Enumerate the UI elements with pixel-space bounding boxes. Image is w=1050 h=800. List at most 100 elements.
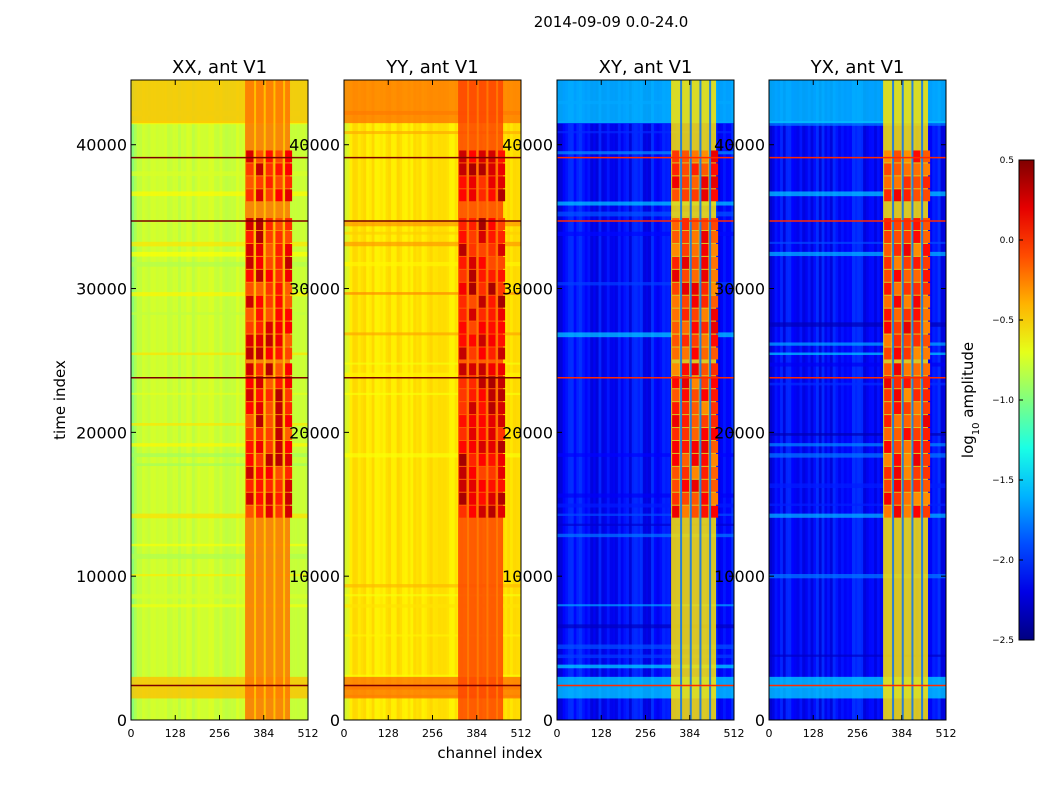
y-tick-label: 0: [755, 711, 765, 730]
rfi-block: [478, 428, 486, 440]
rfi-block: [488, 163, 496, 176]
colorbar-tick-label: −2.5: [992, 636, 1014, 646]
rfi-block: [265, 308, 273, 321]
rfi-block: [884, 176, 892, 189]
channel-stripe: [454, 80, 458, 720]
channel-stripe: [940, 80, 944, 720]
rfi-block: [478, 415, 486, 428]
channel-stripe: [774, 80, 778, 720]
rfi-gap: [699, 80, 702, 720]
channel-stripe: [731, 80, 734, 720]
rfi-block: [275, 218, 283, 231]
rfi-block: [265, 347, 273, 360]
channel-stripe: [576, 80, 580, 720]
channel-stripe: [388, 80, 392, 720]
channel-stripe: [780, 80, 784, 720]
rfi-block: [459, 389, 467, 402]
rfi-block: [488, 269, 496, 282]
rfi-block: [672, 334, 680, 347]
rfi-block: [478, 150, 486, 163]
channel-stripe: [410, 80, 414, 720]
rfi-block: [275, 440, 283, 453]
channel-stripe: [402, 80, 406, 720]
rfi-block: [488, 466, 496, 479]
rfi-block: [903, 334, 911, 347]
colorbar-tick-label: −2.0: [992, 556, 1014, 566]
rfi-block: [903, 479, 911, 492]
rfi-block: [284, 189, 293, 202]
rfi-block: [884, 492, 892, 505]
rfi-block: [265, 440, 273, 453]
y-tick-label: 0: [330, 711, 340, 730]
rfi-block: [255, 269, 264, 282]
rfi-block: [922, 440, 931, 453]
time-band: [557, 453, 734, 457]
rfi-block: [691, 505, 699, 518]
rfi-block: [701, 321, 709, 334]
rfi-block: [497, 376, 506, 389]
rfi-block: [497, 428, 506, 440]
rfi-block: [913, 334, 921, 347]
rfi-block: [478, 163, 486, 176]
rfi-block: [497, 243, 506, 256]
channel-stripe: [346, 80, 350, 720]
channel-stripe: [595, 80, 599, 720]
rfi-block: [275, 163, 283, 176]
channel-stripe: [810, 80, 814, 720]
rfi-block: [488, 231, 496, 243]
rfi-block: [903, 402, 911, 415]
rfi-block: [265, 243, 273, 256]
rfi-block: [246, 269, 254, 282]
rfi-block: [255, 402, 264, 415]
rfi-block: [710, 150, 719, 163]
rfi-block: [903, 453, 911, 466]
channel-stripe: [860, 80, 864, 720]
rfi-block: [246, 295, 254, 308]
y-tick-label: 10000: [714, 567, 765, 586]
rfi-block: [265, 376, 273, 389]
rfi-block: [893, 163, 902, 176]
channel-stripe: [637, 80, 641, 720]
channel-stripe: [208, 80, 212, 720]
rfi-block: [275, 428, 283, 440]
rfi-block: [893, 466, 902, 479]
rfi-block: [691, 163, 699, 176]
colorbar-tick-label: 0.0: [1000, 236, 1015, 246]
rfi-block: [478, 376, 486, 389]
channel-stripe: [816, 80, 820, 720]
rfi-block: [691, 218, 699, 231]
rfi-block: [913, 492, 921, 505]
x-tick-label: 512: [936, 727, 957, 740]
rfi-block: [265, 176, 273, 189]
rfi-block: [681, 231, 690, 243]
channel-stripe: [802, 80, 806, 720]
channel-stripe: [581, 80, 585, 720]
rfi-block: [488, 308, 496, 321]
rfi-block: [922, 218, 931, 231]
time-band: [557, 624, 734, 629]
rfi-block: [468, 218, 477, 231]
rfi-block: [913, 218, 921, 231]
rfi-block: [478, 269, 486, 282]
rfi-block: [459, 363, 467, 376]
rfi-block: [478, 243, 486, 256]
time-band: [344, 131, 521, 135]
rfi-gap: [709, 80, 712, 720]
rfi-block: [701, 243, 709, 256]
channel-stripe: [832, 80, 836, 720]
colorbar-tick-label: −0.5: [992, 316, 1014, 326]
channel-stripe: [557, 80, 561, 720]
channel-stripe: [849, 80, 853, 720]
channel-stripe: [579, 80, 583, 720]
rfi-block: [246, 321, 254, 334]
y-axis-label: time index: [51, 360, 69, 440]
rfi-block: [903, 347, 911, 360]
rfi-block: [691, 402, 699, 415]
channel-stripe: [504, 80, 508, 720]
rfi-block: [275, 269, 283, 282]
panel-xy: XY, ant V1 0 128 256 384 512 0 10000 20000 30000 4…: [502, 57, 744, 740]
rfi-block: [884, 308, 892, 321]
rfi-block: [922, 479, 931, 492]
rfi-block: [488, 256, 496, 269]
